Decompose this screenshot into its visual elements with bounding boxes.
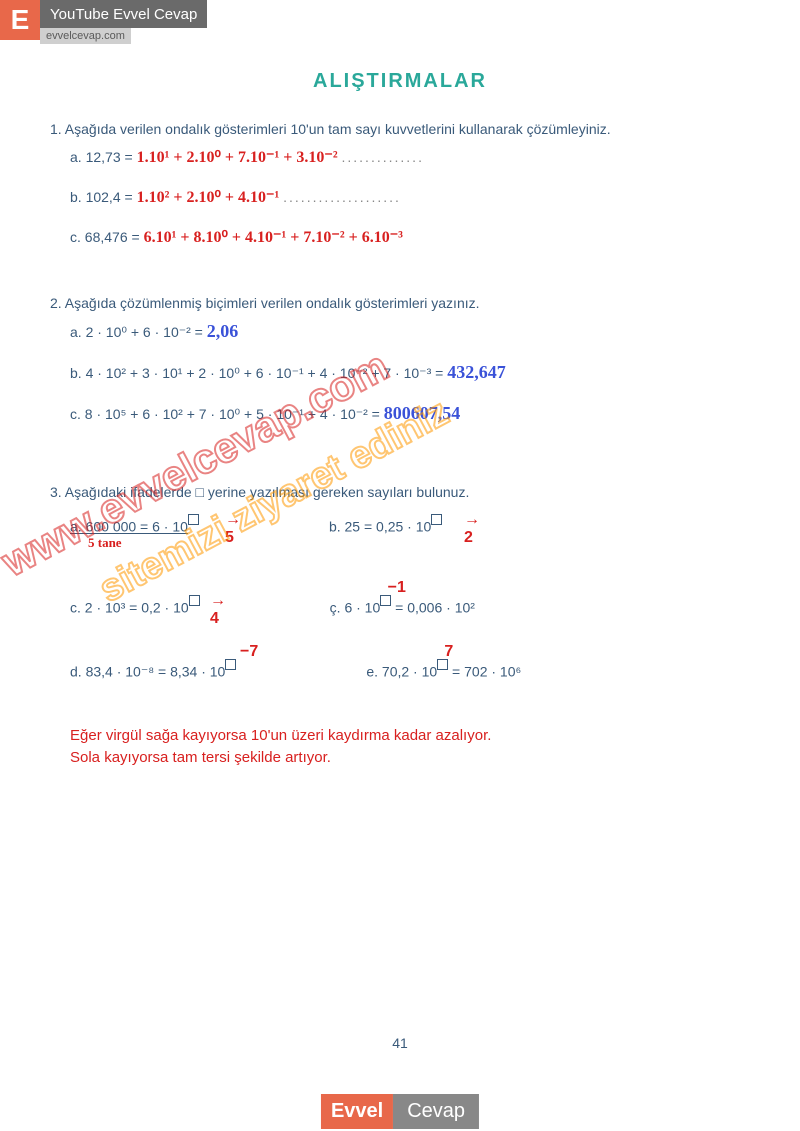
q1a: a. 12,73 = 1.10¹ + 2.10⁰ + 7.10⁻¹ + 3.10… bbox=[70, 147, 750, 167]
q1-prompt: 1. Aşağıda verilen ondalık gösterimleri … bbox=[50, 121, 750, 137]
q3cc-answer: −1 bbox=[388, 579, 406, 597]
dots: .................... bbox=[283, 189, 401, 205]
footer-evvel: Evvel bbox=[321, 1094, 393, 1129]
page-title: ALIŞTIRMALAR bbox=[50, 70, 750, 93]
q3b: b. 25 = 0,25 · 10 → 2 bbox=[329, 514, 442, 551]
youtube-badge: YouTube Evvel Cevap bbox=[40, 0, 207, 28]
q3c-label: c. 2 · 10³ = 0,2 · 10 bbox=[70, 599, 189, 615]
page-number: 41 bbox=[0, 1035, 800, 1051]
q3e-answer: 7 bbox=[444, 643, 453, 661]
q3-row-de: d. 83,4 · 10⁻⁸ = 8,34 · 10 −7 e. 70,2 · … bbox=[70, 659, 750, 681]
site-url: evvelcevap.com bbox=[40, 28, 131, 44]
explanation-note: Eğer virgül sağa kayıyorsa 10'un üzeri k… bbox=[70, 725, 750, 770]
q3b-answer: → 2 bbox=[464, 511, 480, 547]
q3c-answer: → 4 bbox=[210, 592, 226, 628]
q2c-label: c. 8 · 10⁵ + 6 · 10² + 7 · 10⁰ + 5 · 10⁻… bbox=[70, 406, 384, 422]
box-icon bbox=[225, 659, 236, 670]
q3-row-cc: c. 2 · 10³ = 0,2 · 10 → 4 ç. 6 · 10 = 0,… bbox=[70, 595, 750, 616]
q1b-answer: 1.10² + 2.10⁰ + 4.10⁻¹ bbox=[137, 189, 280, 206]
q2b-answer: 432,647 bbox=[447, 362, 506, 382]
note-line1: Eğer virgül sağa kayıyorsa 10'un üzeri k… bbox=[70, 725, 750, 748]
q1c-label: c. 68,476 = bbox=[70, 229, 144, 245]
q1b: b. 102,4 = 1.10² + 2.10⁰ + 4.10⁻¹ ......… bbox=[70, 187, 750, 207]
q3cc: ç. 6 · 10 = 0,006 · 10² −1 bbox=[330, 595, 475, 616]
note-line2: Sola kayıyorsa tam tersi şekilde artıyor… bbox=[70, 747, 750, 770]
q1c-answer: 6.10¹ + 8.10⁰ + 4.10⁻¹ + 7.10⁻² + 6.10⁻³ bbox=[144, 229, 403, 246]
q1b-label: b. 102,4 = bbox=[70, 189, 137, 205]
q2a-label: a. 2 · 10⁰ + 6 · 10⁻² = bbox=[70, 324, 207, 340]
q2b: b. 4 · 10² + 3 · 10¹ + 2 · 10⁰ + 6 · 10⁻… bbox=[70, 362, 750, 383]
q3c: c. 2 · 10³ = 0,2 · 10 → 4 bbox=[70, 595, 200, 616]
q3a-note: 5 tane bbox=[88, 535, 199, 551]
q2a-answer: 2,06 bbox=[207, 321, 239, 341]
q3a-label: a. 600 000 = 6 · 10 bbox=[70, 519, 188, 535]
q3d: d. 83,4 · 10⁻⁸ = 8,34 · 10 −7 bbox=[70, 659, 236, 681]
q3e-label: e. 70,2 · 10 bbox=[366, 664, 437, 680]
q3b-label: b. 25 = 0,25 · 10 bbox=[329, 519, 431, 535]
q3a-answer: → 5 bbox=[225, 511, 241, 547]
worksheet-page: ALIŞTIRMALAR 1. Aşağıda verilen ondalık … bbox=[50, 70, 750, 770]
q3-prompt: 3. Aşağıdaki ifadelerde □ yerine yazılma… bbox=[50, 484, 750, 500]
q3d-label: d. 83,4 · 10⁻⁸ = 8,34 · 10 bbox=[70, 664, 225, 680]
footer-logo: Evvel Cevap bbox=[321, 1091, 479, 1131]
q2c-answer: 800607,54 bbox=[384, 403, 461, 423]
q2b-label: b. 4 · 10² + 3 · 10¹ + 2 · 10⁰ + 6 · 10⁻… bbox=[70, 365, 447, 381]
box-icon bbox=[189, 595, 200, 606]
q1a-answer: 1.10¹ + 2.10⁰ + 7.10⁻¹ + 3.10⁻² bbox=[137, 149, 338, 166]
q1c: c. 68,476 = 6.10¹ + 8.10⁰ + 4.10⁻¹ + 7.1… bbox=[70, 227, 750, 247]
q2-prompt: 2. Aşağıda çözümlenmiş biçimleri verilen… bbox=[50, 295, 750, 311]
q2c: c. 8 · 10⁵ + 6 · 10² + 7 · 10⁰ + 5 · 10⁻… bbox=[70, 403, 750, 424]
box-icon bbox=[188, 514, 199, 525]
q3cc-label: ç. 6 · 10 bbox=[330, 599, 381, 615]
logo-icon: E bbox=[0, 0, 40, 40]
q2a: a. 2 · 10⁰ + 6 · 10⁻² = 2,06 bbox=[70, 321, 750, 342]
footer-cevap: Cevap bbox=[393, 1094, 479, 1129]
q1a-label: a. 12,73 = bbox=[70, 149, 137, 165]
q3a: a. 600 000 = 6 · 10 → 5 5 tane bbox=[70, 514, 199, 551]
q3e-rest: = 702 · 10⁶ bbox=[448, 664, 521, 680]
q3-row-ab: a. 600 000 = 6 · 10 → 5 5 tane b. 25 = 0… bbox=[70, 514, 750, 551]
q3cc-rest: = 0,006 · 10² bbox=[391, 599, 475, 615]
box-icon bbox=[431, 514, 442, 525]
dots: .............. bbox=[342, 149, 424, 165]
q3d-answer: −7 bbox=[240, 643, 258, 661]
q3e: e. 70,2 · 10 = 702 · 10⁶ 7 bbox=[366, 659, 521, 681]
